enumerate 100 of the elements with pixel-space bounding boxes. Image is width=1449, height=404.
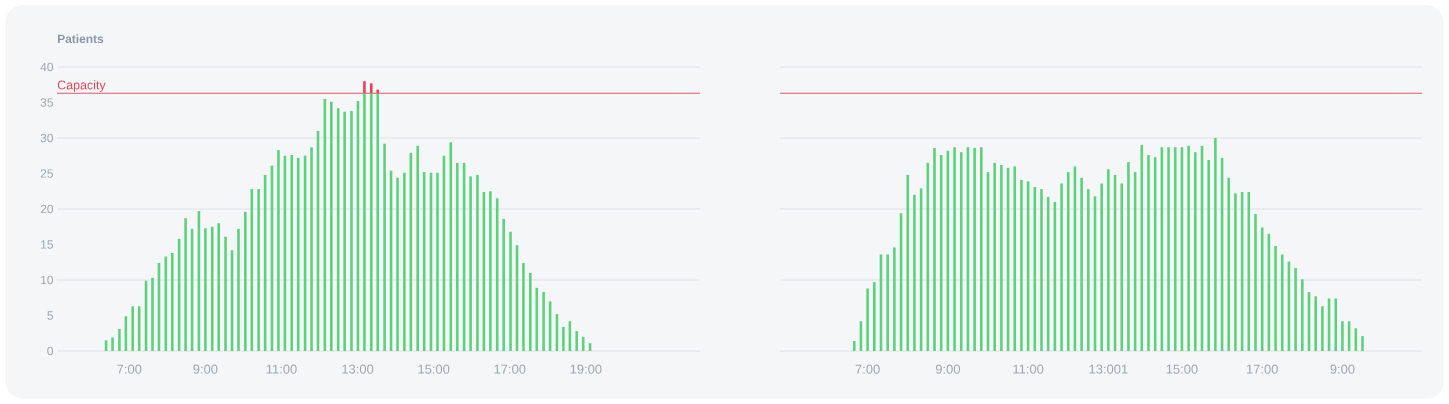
y-tick-label: 5: [47, 311, 53, 320]
bar: [509, 231, 512, 351]
bar: [343, 111, 346, 351]
bar: [1020, 179, 1023, 351]
bar: [1207, 160, 1210, 351]
bar: [1100, 183, 1103, 351]
bar: [1314, 296, 1317, 351]
bar: [363, 93, 366, 351]
bar: [489, 191, 492, 351]
bar: [383, 143, 386, 351]
bar: [1234, 193, 1237, 351]
bar: [1294, 267, 1297, 351]
x-tick-label: 17:00: [1246, 364, 1278, 374]
bar: [933, 147, 936, 351]
bar: [363, 81, 366, 94]
bar: [1227, 177, 1231, 351]
x-tick-label: 11:00: [1013, 364, 1044, 374]
bar: [973, 147, 976, 351]
bar: [376, 93, 380, 351]
y-tick-label: 40: [40, 62, 54, 72]
y-tick-label: 25: [40, 169, 53, 178]
bar: [111, 337, 114, 351]
bar: [350, 111, 353, 351]
y-tick-label: 30: [40, 133, 54, 143]
bar: [330, 101, 333, 351]
bar: [495, 198, 499, 351]
bar: [886, 254, 889, 351]
bar: [529, 272, 532, 351]
bar: [1127, 162, 1130, 351]
bar: [502, 218, 505, 351]
bar: [376, 89, 380, 94]
x-tick-label: 11:00: [266, 364, 297, 374]
bar: [1254, 213, 1257, 351]
bar: [403, 172, 406, 351]
bar: [1173, 147, 1177, 351]
bar: [151, 277, 154, 351]
bar: [581, 336, 585, 351]
y-tick-label: 15: [41, 240, 53, 249]
x-tick-label: 9:00: [193, 364, 218, 374]
bar: [224, 236, 227, 351]
bar: [893, 247, 896, 351]
bar: [906, 174, 910, 351]
bar: [1280, 254, 1284, 351]
x-tick-label: 13:001: [1089, 364, 1128, 374]
bar: [1107, 169, 1110, 351]
bar: [217, 223, 220, 351]
bar: [852, 341, 856, 351]
bar: [277, 150, 280, 351]
bar: [866, 288, 869, 351]
bar: [257, 189, 260, 351]
bar: [1341, 321, 1344, 351]
bar: [469, 176, 472, 351]
bar: [1080, 177, 1083, 351]
y-tick-label: 35: [40, 98, 53, 107]
bar: [449, 142, 453, 351]
bar: [1087, 189, 1090, 351]
bar: [1274, 245, 1277, 351]
bar: [290, 155, 294, 351]
bar: [1194, 152, 1197, 351]
bar: [1167, 147, 1170, 351]
ref-line-label: Capacity: [57, 80, 106, 92]
bar: [1000, 164, 1003, 351]
bar: [522, 262, 525, 351]
bar: [131, 306, 135, 351]
bar: [1013, 166, 1017, 351]
bar: [296, 157, 300, 351]
bar: [542, 292, 545, 351]
x-tick-label: 7:00: [117, 364, 142, 374]
bar: [535, 287, 539, 351]
bar: [913, 194, 916, 351]
x-tick-label: 7:00: [855, 364, 880, 374]
bar: [1361, 336, 1364, 351]
bar: [1060, 183, 1063, 351]
bar: [1301, 279, 1304, 351]
x-tick-label: 9:00: [935, 364, 960, 374]
bar: [210, 226, 214, 351]
bar: [369, 93, 373, 351]
y-tick-label: 20: [40, 204, 54, 214]
bar: [575, 331, 579, 351]
bar: [204, 228, 207, 351]
bar: [118, 328, 121, 351]
bar: [1214, 138, 1217, 351]
bar: [1120, 183, 1124, 351]
bar: [1321, 306, 1324, 351]
x-tick-label: 9:00: [1330, 364, 1355, 374]
bar: [873, 282, 876, 351]
x-tick-label: 15:00: [418, 364, 450, 374]
x-tick-label: 19:00: [570, 364, 602, 374]
bar: [1334, 298, 1338, 351]
bar: [1147, 155, 1150, 351]
x-tick-label: 17:00: [494, 364, 526, 374]
x-tick-label: 13:00: [342, 364, 374, 374]
bar: [436, 172, 439, 351]
bar: [1066, 172, 1070, 351]
y-tick-label: 0: [47, 346, 54, 356]
bar: [1040, 189, 1043, 351]
bar: [369, 83, 373, 94]
bar: [237, 228, 240, 351]
bar: [980, 147, 983, 351]
bar: [170, 253, 174, 351]
